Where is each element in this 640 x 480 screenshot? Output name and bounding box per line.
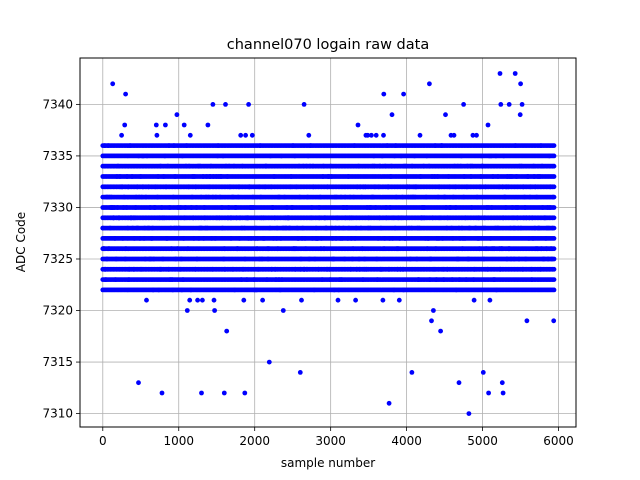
data-point bbox=[260, 297, 265, 303]
data-point bbox=[396, 297, 402, 303]
data-point bbox=[224, 328, 230, 334]
data-point bbox=[205, 122, 211, 128]
data-point bbox=[181, 122, 187, 128]
data-point bbox=[417, 132, 423, 138]
data-point bbox=[223, 102, 228, 107]
data-point bbox=[438, 328, 443, 334]
data-point bbox=[487, 297, 493, 303]
data-point bbox=[470, 132, 476, 138]
data-point bbox=[451, 132, 457, 138]
data-point bbox=[212, 308, 218, 313]
data-points bbox=[100, 71, 557, 416]
data-point bbox=[119, 132, 124, 138]
data-point bbox=[353, 297, 358, 303]
data-point bbox=[524, 318, 530, 324]
data-point bbox=[154, 132, 160, 138]
data-point bbox=[280, 308, 286, 313]
data-point bbox=[380, 297, 386, 303]
data-point bbox=[187, 297, 193, 303]
data-point bbox=[238, 132, 244, 138]
data-point bbox=[122, 122, 128, 128]
data-point bbox=[184, 308, 190, 313]
data-point bbox=[517, 112, 523, 118]
data-point bbox=[365, 132, 371, 138]
data-point bbox=[211, 297, 217, 303]
data-point bbox=[485, 122, 491, 128]
data-point bbox=[306, 132, 312, 138]
data-point bbox=[299, 297, 304, 303]
data-point bbox=[200, 297, 205, 303]
data-point bbox=[195, 297, 201, 303]
data-point bbox=[144, 297, 149, 303]
data-point bbox=[519, 102, 525, 107]
data-point bbox=[429, 318, 434, 324]
data-point bbox=[389, 112, 395, 118]
data-point bbox=[355, 122, 361, 128]
data-point bbox=[443, 112, 448, 118]
data-point bbox=[174, 112, 180, 118]
data-point bbox=[471, 297, 477, 303]
data-point bbox=[369, 132, 374, 138]
data-point bbox=[243, 132, 249, 138]
data-point bbox=[498, 102, 504, 107]
data-point bbox=[187, 132, 193, 138]
data-point bbox=[551, 318, 557, 324]
data-point bbox=[249, 132, 255, 138]
data-point bbox=[373, 132, 379, 138]
data-point bbox=[163, 122, 168, 128]
data-point bbox=[431, 308, 436, 313]
data-point bbox=[153, 122, 159, 128]
data-point bbox=[335, 297, 341, 303]
data-point bbox=[266, 359, 272, 365]
data-point bbox=[241, 297, 247, 303]
data-point bbox=[474, 132, 479, 138]
data-point bbox=[381, 132, 386, 138]
